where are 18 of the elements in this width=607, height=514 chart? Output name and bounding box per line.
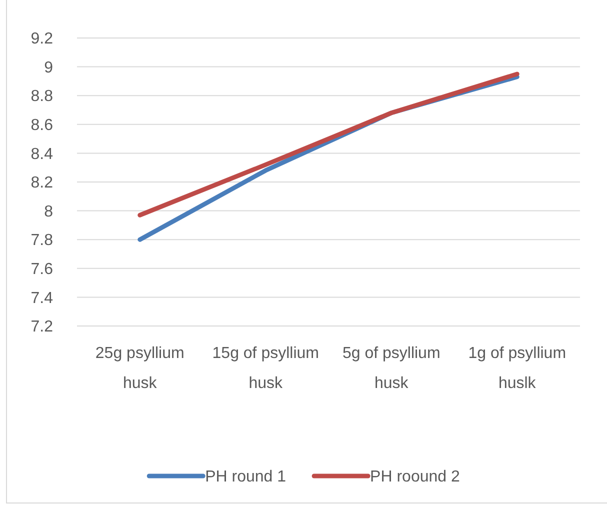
y-tick-label: 8.4 (30, 146, 54, 163)
x-tick-label: 1g of psyllium huslk (468, 345, 566, 392)
y-tick-label: 9 (44, 59, 54, 76)
y-tick-label: 7.2 (30, 318, 54, 336)
y-tick-label: 7.4 (30, 290, 54, 307)
line-series (138, 72, 520, 218)
y-tick-label: 9.2 (30, 30, 54, 48)
legend-label: PH roound 2 (370, 468, 460, 486)
y-tick-label: 7.8 (30, 232, 54, 250)
y-tick-label: 8.6 (30, 117, 54, 134)
x-tick-label: 25g psyllium husk (95, 345, 184, 392)
x-tick-label: 5g of psyllium husk (342, 345, 440, 392)
y-tick-label: 8.8 (30, 88, 54, 106)
y-tick-label: 7.6 (30, 261, 54, 278)
x-tick-label: 15g of psyllium husk (212, 345, 319, 392)
y-tick-label: 8 (44, 203, 54, 220)
y-tick-label: 8.2 (30, 174, 54, 192)
legend-label: PH round 1 (205, 468, 286, 486)
